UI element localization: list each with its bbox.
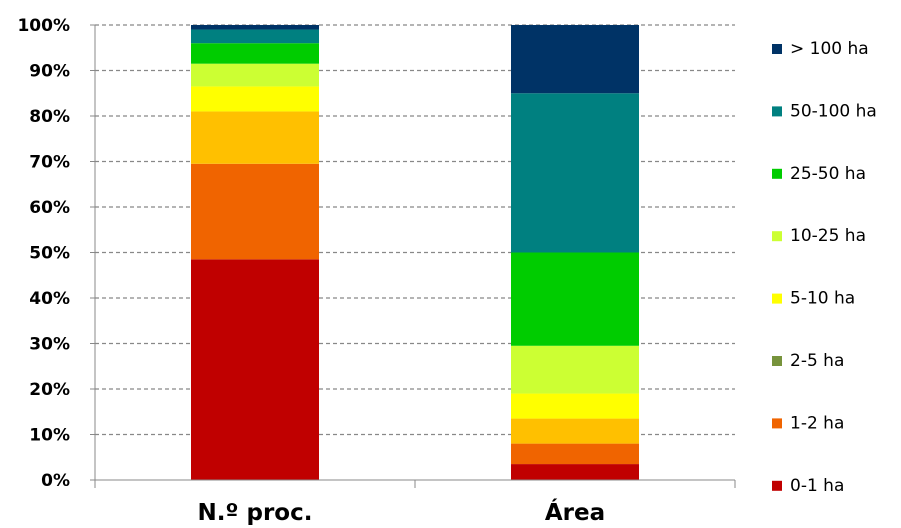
bar-segment	[191, 259, 319, 480]
y-axis-ticks: 0% 10% 20% 30% 40% 50% 60% 70% 80% 90% 100%	[17, 16, 70, 491]
bar-segment	[191, 63, 319, 87]
legend-label: 50-100 ha	[790, 101, 877, 121]
bar-segment	[191, 25, 319, 30]
legend-swatch	[772, 231, 782, 242]
y-tick-label: 40%	[29, 289, 70, 309]
legend-label: 2-5 ha	[790, 351, 844, 371]
bar-segment	[511, 464, 639, 480]
y-tick-label: 100%	[17, 16, 70, 36]
bar-segment	[511, 345, 639, 394]
bar-segment	[191, 86, 319, 112]
bar-segment	[511, 418, 639, 444]
legend-swatch	[772, 44, 782, 54]
legend-swatch	[772, 356, 782, 366]
bar-segment	[191, 29, 319, 44]
y-tick-label: 10%	[29, 426, 70, 446]
bar-segment	[511, 393, 639, 419]
legend-label: 5-10 ha	[790, 289, 855, 309]
legend-swatch	[772, 293, 782, 304]
x-tick-label: N.º proc.	[198, 500, 313, 526]
bar-segment	[191, 163, 319, 260]
y-tick-label: 20%	[29, 380, 70, 400]
legend-swatch	[772, 106, 782, 117]
legend-swatch	[772, 168, 782, 179]
bar-segment	[511, 443, 639, 465]
y-tick-label: 70%	[29, 153, 70, 173]
y-tick-label: 80%	[29, 107, 70, 127]
legend: > 100 ha 50-100 ha 25-50 ha 10-25 ha 5-10 ha…	[772, 39, 877, 496]
legend-label: 1-2 ha	[790, 413, 844, 433]
legend-label: 10-25 ha	[790, 226, 866, 246]
axes	[90, 24, 736, 488]
legend-label: > 100 ha	[790, 39, 869, 59]
y-tick-label: 0%	[41, 471, 70, 491]
bar-segment	[191, 111, 319, 164]
bar-segment	[511, 252, 639, 346]
legend-swatch	[772, 480, 782, 491]
legend-swatch	[772, 418, 782, 429]
legend-label: 25-50 ha	[790, 164, 866, 184]
bar-segment	[191, 43, 319, 64]
y-tick-label: 90%	[29, 62, 70, 82]
bars	[191, 25, 639, 480]
x-tick-label: Área	[545, 498, 605, 526]
bar-segment	[511, 93, 639, 253]
bar-segment	[511, 25, 639, 94]
legend-label: 0-1 ha	[790, 476, 844, 496]
x-axis-ticks: N.º proc. Área	[198, 498, 606, 526]
y-tick-label: 30%	[29, 335, 70, 355]
y-tick-label: 50%	[29, 244, 70, 264]
y-tick-label: 60%	[29, 198, 70, 218]
